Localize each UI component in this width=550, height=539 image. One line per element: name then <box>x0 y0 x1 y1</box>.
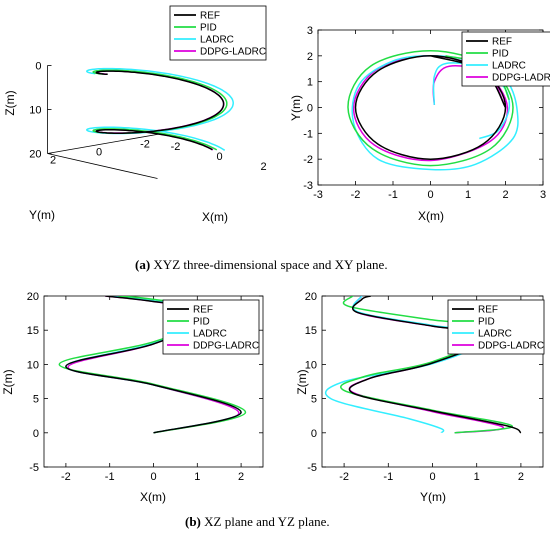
caption-b-text: XZ plane and YZ plane. <box>204 514 330 529</box>
yz-legend-label-ddpg-ladrc: DDPG-LADRC <box>478 341 544 352</box>
yz-y-tick-label: 5 <box>311 394 317 406</box>
xy-x-tick-label: 0 <box>427 189 433 201</box>
xy-legend-label-ladrc: LADRC <box>492 61 526 72</box>
xyz-3d-axes <box>47 65 163 179</box>
caption-a: (a) XYZ three-dimensional space and XY p… <box>135 257 388 273</box>
yz-series-group <box>324 296 522 434</box>
yz-x-tick-label: -1 <box>383 471 393 483</box>
y-tick-label: 2 <box>50 155 56 167</box>
xz-y-tick-label: 15 <box>27 325 39 337</box>
xy-y-tick-label: -1 <box>303 128 313 140</box>
xyz-series-ladrc <box>85 67 234 151</box>
yz-x-tick-label: 2 <box>518 471 524 483</box>
xyz-series-pid <box>92 69 228 151</box>
xz-x-tick-label: -1 <box>105 471 115 483</box>
yz-x-axis-label: Y(m) <box>420 490 446 504</box>
xyz-frame-line <box>47 153 158 179</box>
xy-x-tick-label: -1 <box>388 189 398 201</box>
xy-series-pid <box>347 49 514 167</box>
xyz-legend-label-ddpg-ladrc: DDPG-LADRC <box>200 47 266 58</box>
xy-legend-label-ref: REF <box>492 37 512 48</box>
yz-y-tick-label: 10 <box>305 359 317 371</box>
xy-y-axis-label: Y(m) <box>289 95 303 121</box>
xz-x-axis-label: X(m) <box>140 490 166 504</box>
caption-a-tag: (a) <box>135 257 151 272</box>
xy-x-axis-label: X(m) <box>418 209 444 223</box>
xy-legend-label-pid: PID <box>492 49 509 60</box>
z-axis-label: Z(m) <box>3 90 17 115</box>
xz-legend-label-ladrc: LADRC <box>193 329 227 340</box>
z-tick-label: 20 <box>29 149 41 161</box>
z-tick-label: 10 <box>29 105 41 117</box>
xz-y-tick-label: 20 <box>27 291 39 303</box>
yz-legend-label-pid: PID <box>478 317 495 328</box>
yz-legend-label-ladrc: LADRC <box>478 329 512 340</box>
yz-y-tick-label: -5 <box>307 462 317 474</box>
xy-x-tick-label: 1 <box>465 189 471 201</box>
xz-x-tick-label: 0 <box>150 471 156 483</box>
yz-x-tick-label: -2 <box>339 471 349 483</box>
xz-plane-plot: X(m) Z(m) -2 -1 0 1 2 -5 0 5 10 15 20 REFPIDLADRCDD… <box>1 291 264 504</box>
xy-x-tick-label: 2 <box>502 189 508 201</box>
yz-y-tick-label: 15 <box>305 325 317 337</box>
xz-x-tick-label: 2 <box>238 471 244 483</box>
caption-b: (b) XZ plane and YZ plane. <box>185 514 330 530</box>
xy-x-tick-label: -2 <box>351 189 361 201</box>
yz-y-axis-label: Z(m) <box>295 369 309 394</box>
z-tick-label: 0 <box>35 61 41 73</box>
x-tick-label: 0 <box>216 151 222 163</box>
x-tick-label: -2 <box>171 141 181 153</box>
yz-plane-plot: Y(m) Z(m) -2 -1 0 1 2 -5 0 5 10 15 20 REFPIDLADRCDD… <box>295 291 545 504</box>
xz-legend-label-ddpg-ladrc: DDPG-LADRC <box>193 341 259 352</box>
yz-x-tick-label: 1 <box>474 471 480 483</box>
y-tick-label: 0 <box>96 147 102 159</box>
xy-legend-label-ddpg-ladrc: DDPG-LADRC <box>492 73 550 84</box>
y-axis-label: Y(m) <box>29 208 55 222</box>
xy-y-tick-label: -3 <box>303 180 313 192</box>
yz-y-tick-label: 20 <box>305 291 317 303</box>
xz-y-tick-label: -5 <box>29 462 39 474</box>
xyz-series-ref <box>95 70 225 151</box>
x-axis-label: X(m) <box>202 210 228 224</box>
caption-b-tag: (b) <box>185 514 201 529</box>
caption-a-text: XYZ three-dimensional space and XY plane… <box>153 257 388 272</box>
xz-y-tick-label: 5 <box>33 394 39 406</box>
xyz-legend-label-ladrc: LADRC <box>200 35 234 46</box>
xyz-frame-line <box>47 133 163 154</box>
xy-series-ref <box>354 55 507 160</box>
xz-y-tick-label: 10 <box>27 359 39 371</box>
xy-plane-plot: X(m) Y(m) -3 -2 -1 0 1 2 3 -3 -2 -1 0 1 2 3 REFPIDLADR… <box>289 25 550 223</box>
xy-y-tick-label: 2 <box>307 51 313 63</box>
xyz-3d-series <box>85 67 234 151</box>
xz-legend-label-ref: REF <box>193 305 213 316</box>
xz-legend-label-pid: PID <box>193 317 210 328</box>
xy-x-tick-label: -3 <box>313 189 323 201</box>
xy-y-tick-label: 1 <box>307 77 313 89</box>
xyz-legend-label-ref: REF <box>200 11 220 22</box>
xy-y-tick-label: 3 <box>307 25 313 37</box>
xz-x-tick-label: -2 <box>61 471 71 483</box>
xz-y-axis-label: Z(m) <box>1 369 15 394</box>
x-tick-label: 2 <box>260 161 266 173</box>
xy-y-tick-label: 0 <box>307 103 313 115</box>
y-tick-label: -2 <box>140 139 150 151</box>
yz-y-tick-label: 0 <box>311 428 317 440</box>
yz-x-tick-label: 0 <box>429 471 435 483</box>
xy-x-tick-label: 3 <box>540 189 546 201</box>
xz-y-tick-label: 0 <box>33 428 39 440</box>
xyz-legend-label-pid: PID <box>200 23 217 34</box>
xz-x-tick-label: 1 <box>194 471 200 483</box>
xy-y-tick-label: -2 <box>303 154 313 166</box>
yz-series-ref <box>348 296 522 434</box>
yz-legend-label-ref: REF <box>478 305 498 316</box>
yz-series-pid <box>340 296 513 434</box>
